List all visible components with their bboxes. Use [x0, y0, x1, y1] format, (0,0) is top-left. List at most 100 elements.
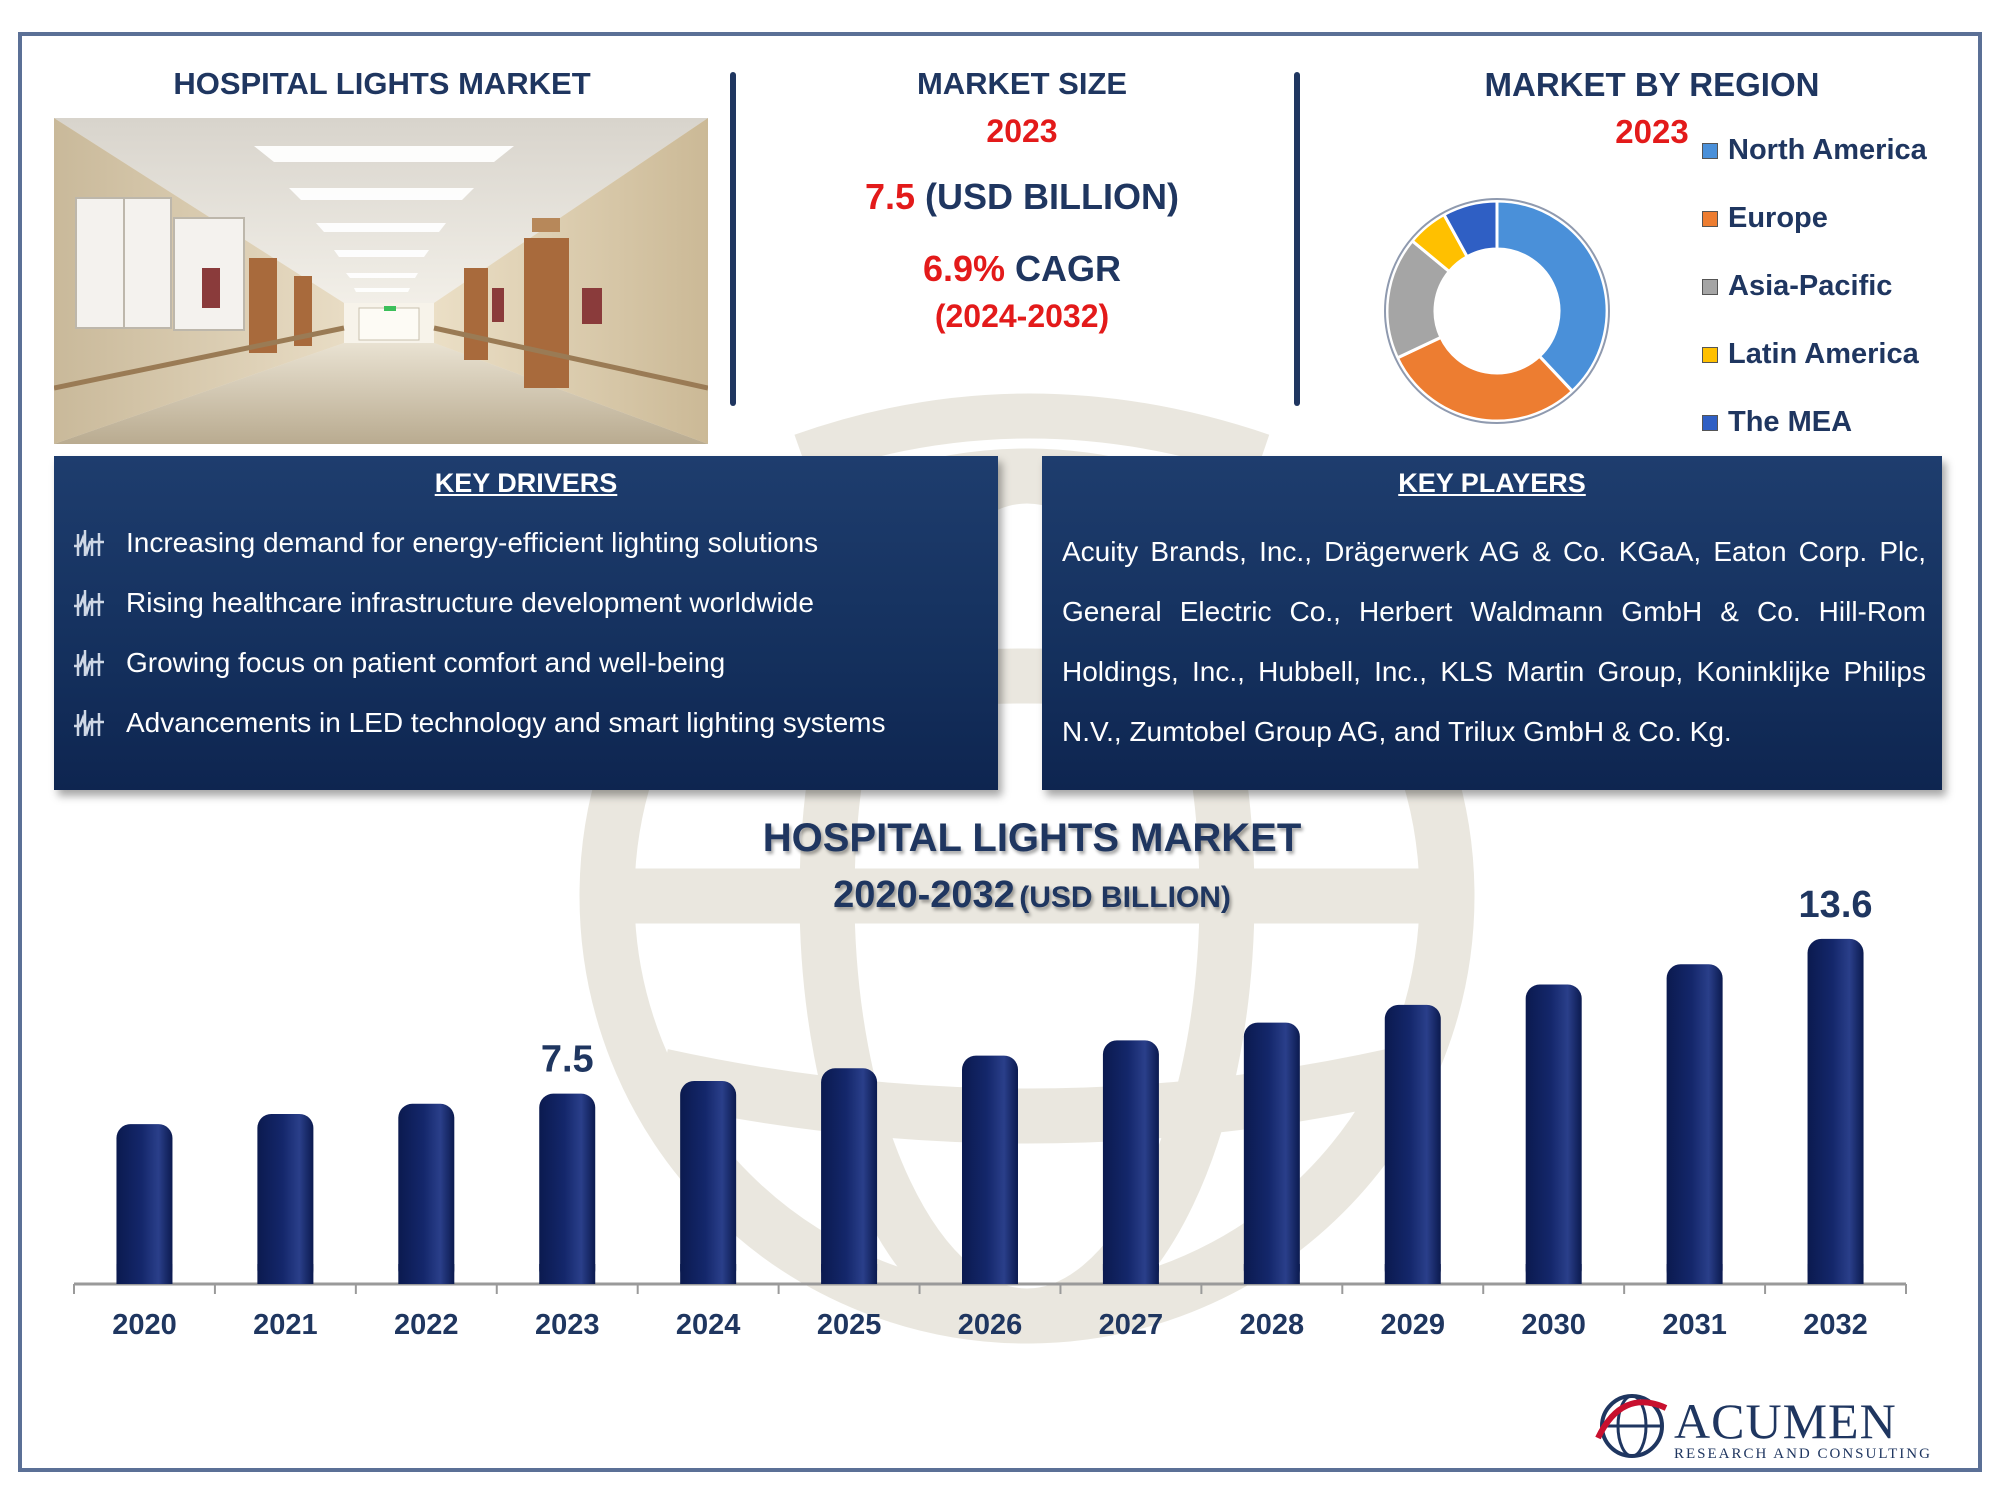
x-tick-label: 2029 — [1381, 1309, 1446, 1341]
bar-2020 — [116, 1124, 173, 1284]
market-bar-chart: 2020 2021 2022 2023 7.5 2024 2025 2026 2027 2028 2… — [73, 884, 1907, 1341]
cagr-label: CAGR — [1015, 248, 1122, 289]
acumen-globe-logo-icon — [1595, 1394, 1668, 1458]
driver-text: Advancements in LED technology and smart… — [126, 707, 886, 738]
key-drivers-panel: KEY DRIVERS Increasing demand for energy… — [54, 456, 998, 790]
bar-base-2021 — [257, 1264, 314, 1284]
x-tick-label: 2026 — [958, 1309, 1023, 1341]
bar-2026 — [962, 1055, 1018, 1284]
market-size-year: 2023 — [986, 113, 1058, 149]
x-tick-label: 2027 — [1099, 1309, 1164, 1341]
cagr-line: 6.9% CAGR — [762, 248, 1282, 290]
driver-item: Advancements in LED technology and smart… — [72, 706, 886, 740]
driver-item: Increasing demand for energy-efficient l… — [72, 526, 818, 560]
data-label-2032: 13.6 — [1799, 884, 1873, 926]
bar-2031 — [1666, 964, 1723, 1284]
legend-the-mea: The MEA — [1702, 406, 1852, 439]
bar-chart-subtitle-unit: (USD BILLION) — [1019, 881, 1231, 914]
bar-base-2024 — [680, 1264, 737, 1284]
legend-label: North America — [1728, 134, 1927, 166]
key-drivers-title: KEY DRIVERS — [434, 468, 618, 498]
key-players-panel: KEY PLAYERS Acuity Brands, Inc., Drägerw… — [1042, 456, 1942, 790]
legend-latin-america: Latin America — [1702, 338, 1919, 371]
bar-base-2028 — [1243, 1264, 1300, 1284]
x-tick-label: 2032 — [1803, 1309, 1868, 1341]
bar-2028 — [1243, 1022, 1300, 1284]
legend-europe: Europe — [1702, 202, 1828, 235]
bar-2021 — [257, 1113, 314, 1284]
pulse-bars-icon — [74, 590, 104, 617]
legend-label: Latin America — [1728, 338, 1919, 370]
bar-base-2027 — [1102, 1264, 1159, 1284]
bar-2032 — [1807, 938, 1864, 1284]
bar-2023 — [539, 1093, 596, 1284]
region-year: 2023 — [1615, 113, 1689, 150]
driver-item: Rising healthcare infrastructure develop… — [72, 586, 814, 620]
legend-swatch — [1702, 278, 1718, 295]
x-tick-label: 2030 — [1521, 1309, 1586, 1341]
bar-base-2029 — [1384, 1264, 1441, 1284]
market-size-title: MARKET SIZE — [916, 66, 1128, 101]
bar-base-2020 — [116, 1264, 173, 1284]
bar-2030 — [1525, 984, 1582, 1284]
legend-north-america: North America — [1702, 134, 1927, 167]
market-size-value-line: 7.5 (USD BILLION) — [762, 176, 1282, 218]
legend-swatch — [1702, 346, 1718, 363]
bar-base-2025 — [821, 1264, 878, 1284]
bar-2022 — [398, 1103, 455, 1284]
driver-text: Increasing demand for energy-efficient l… — [126, 527, 819, 558]
left-title: HOSPITAL LIGHTS MARKET — [173, 66, 591, 101]
donut-slice-the-mea — [1441, 199, 1499, 259]
bar-base-2032 — [1807, 1264, 1864, 1284]
pulse-bars-icon — [74, 650, 104, 677]
legend-swatch — [1702, 142, 1718, 159]
divider-left — [730, 72, 736, 406]
pulse-bars-icon — [74, 710, 104, 737]
legend-label: Europe — [1728, 202, 1828, 234]
bar-2029 — [1384, 1004, 1441, 1284]
x-tick-label: 2022 — [394, 1309, 459, 1341]
legend-swatch — [1702, 210, 1718, 227]
bar-chart-subtitle: 2020-2032 (USD BILLION) — [662, 874, 1402, 917]
market-size-value: 7.5 — [864, 176, 916, 217]
legend-asia-pacific: Asia-Pacific — [1702, 270, 1892, 303]
x-tick-label: 2028 — [1240, 1309, 1305, 1341]
logo-tagline: RESEARCH AND CONSULTING — [1674, 1446, 1932, 1462]
region-donut-chart — [1384, 198, 1610, 424]
bar-base-2031 — [1666, 1264, 1723, 1284]
legend-label: The MEA — [1728, 406, 1853, 438]
driver-text: Rising healthcare infrastructure develop… — [126, 587, 814, 618]
legend-label: Asia-Pacific — [1728, 270, 1893, 302]
logo-name: ACUMEN — [1674, 1393, 1897, 1449]
infographic-frame: HOSPITAL LIGHTS MARKET — [18, 32, 1982, 1472]
cagr-period: (2024-2032) — [934, 298, 1110, 334]
donut-outline — [1384, 198, 1610, 424]
donut-slice-europe — [1395, 335, 1575, 423]
x-tick-label: 2020 — [112, 1309, 177, 1341]
key-players-text: Acuity Brands, Inc., Drägerwerk AG & Co.… — [1062, 536, 1926, 747]
x-tick-label: 2025 — [817, 1309, 882, 1341]
bar-2027 — [1102, 1040, 1159, 1284]
bar-chart-title: HOSPITAL LIGHTS MARKET — [762, 816, 1302, 860]
legend-swatch — [1702, 414, 1718, 431]
bar-base-2022 — [398, 1264, 455, 1284]
donut-slice-north-america — [1495, 199, 1609, 394]
driver-text: Growing focus on patient comfort and wel… — [126, 647, 726, 678]
bar-2025 — [821, 1068, 878, 1284]
divider-right — [1294, 72, 1300, 406]
bar-2024 — [680, 1080, 737, 1284]
hospital-corridor-image — [54, 118, 708, 444]
bar-base-2023 — [539, 1264, 596, 1284]
pulse-bars-icon — [74, 530, 104, 557]
market-size-unit: (USD BILLION) — [925, 176, 1180, 217]
data-label-2023: 7.5 — [541, 1039, 594, 1081]
x-tick-label: 2023 — [535, 1309, 600, 1341]
bar-base-2026 — [962, 1264, 1018, 1284]
bar-chart-subtitle-main: 2020-2032 — [833, 874, 1015, 916]
bar-base-2030 — [1525, 1264, 1582, 1284]
driver-item: Growing focus on patient comfort and wel… — [72, 646, 725, 680]
x-tick-label: 2031 — [1662, 1309, 1727, 1341]
x-tick-label: 2021 — [253, 1309, 318, 1341]
x-tick-label: 2024 — [676, 1309, 741, 1341]
key-players-title: KEY PLAYERS — [1398, 468, 1586, 498]
